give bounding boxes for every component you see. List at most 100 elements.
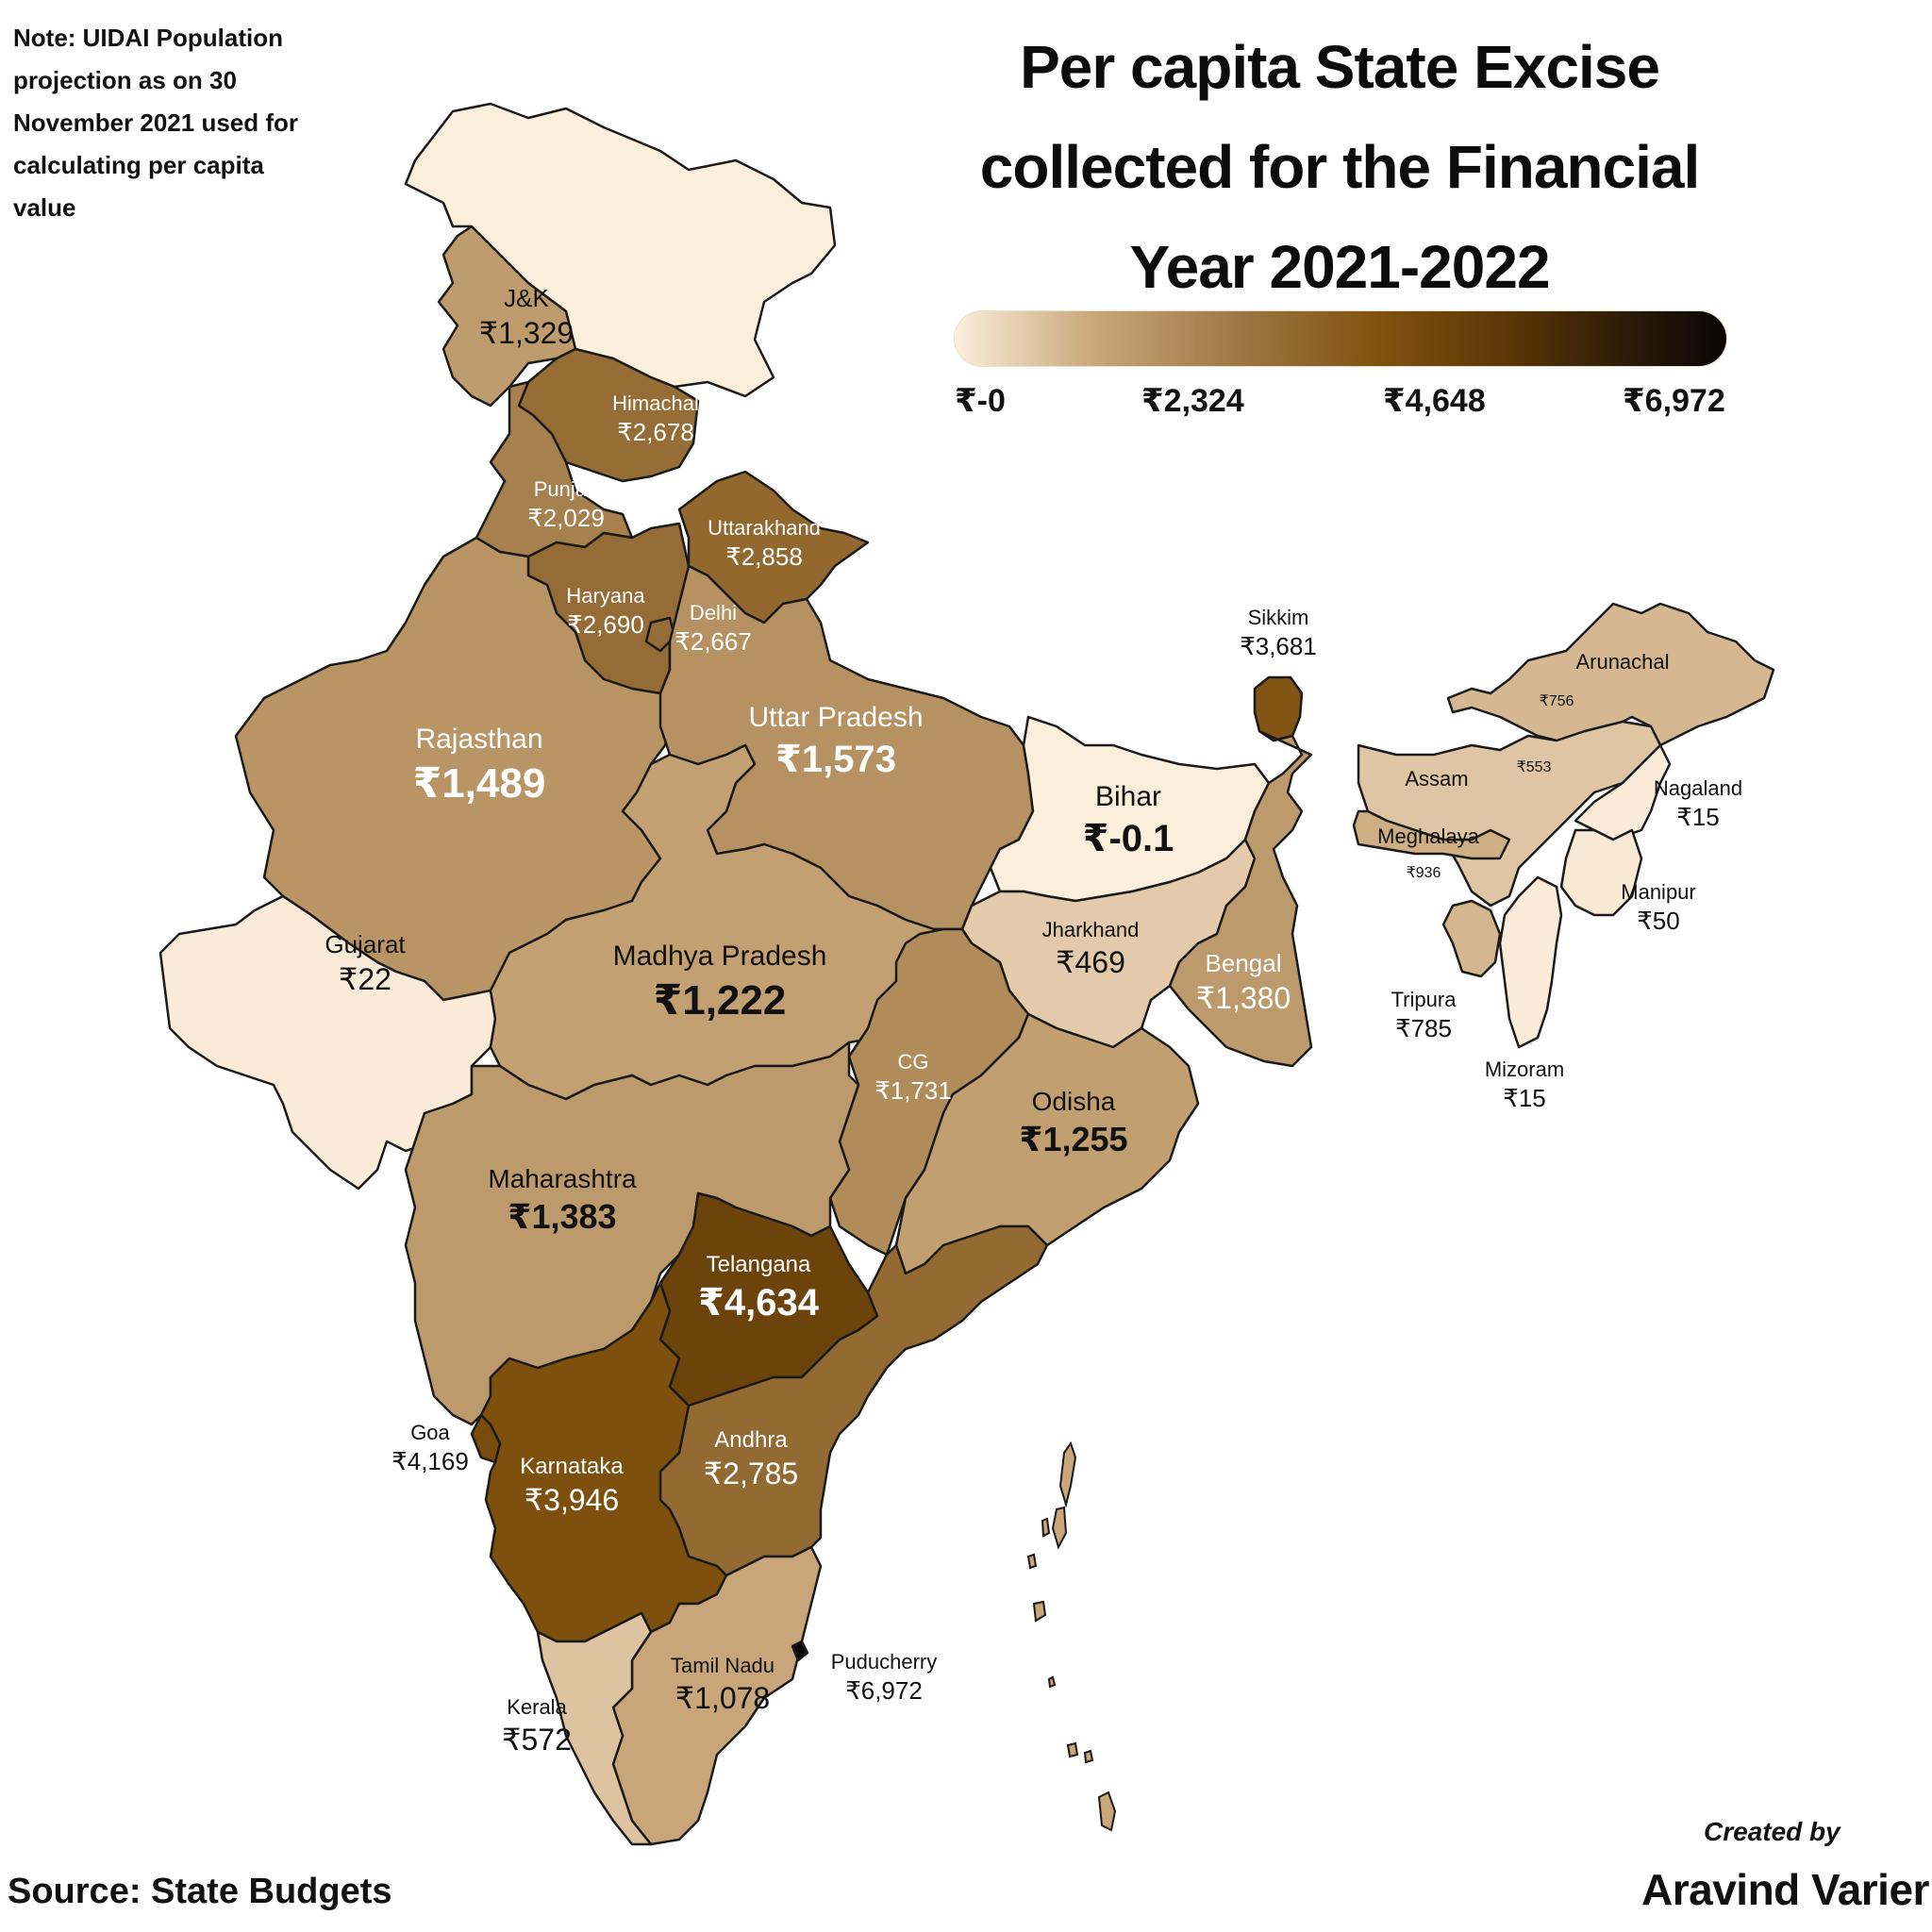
label-karnataka-value: ₹3,946 (524, 1483, 620, 1517)
label-gujarat-value: ₹22 (339, 961, 391, 996)
label-goa: Goa ₹4,169 (391, 1420, 469, 1476)
label-maharashtra-value: ₹1,383 (508, 1197, 617, 1236)
label-tn: Tamil Nadu ₹1,078 (671, 1653, 774, 1717)
label-assam-name: Assam (1405, 767, 1469, 791)
region-mizoram (1498, 875, 1563, 1049)
legend-tick-1: ₹2,324 (1141, 383, 1244, 419)
region-tripura (1441, 899, 1502, 978)
credit-created-by: Created by (1704, 1817, 1840, 1846)
label-delhi-value: ₹2,667 (675, 626, 752, 656)
label-bihar-name: Bihar (1094, 781, 1162, 812)
region-nagaland (1574, 743, 1672, 841)
legend-tick-3: ₹6,972 (1623, 383, 1725, 419)
label-cg: CG ₹1,731 (874, 1049, 952, 1106)
label-mp: Madhya Pradesh ₹1,222 (613, 939, 827, 1026)
region-delhi (644, 616, 676, 653)
label-jk-value: ₹1,329 (478, 315, 575, 350)
population-note: Note: UIDAI Population projection as on … (13, 24, 299, 222)
label-jk: J&K ₹1,329 (479, 283, 574, 352)
label-meghalaya: Meghalaya (1377, 824, 1479, 850)
label-maharashtra-name: Maharashtra (488, 1164, 637, 1193)
label-jharkhand-name: Jharkhand (1041, 918, 1140, 941)
label-andhra-value: ₹2,785 (703, 1457, 799, 1491)
label-up-name: Uttar Pradesh (748, 702, 924, 733)
label-kerala-value: ₹572 (502, 1722, 572, 1757)
label-cg-name: CG (897, 1050, 929, 1074)
label-arunachal-value: ₹756 (1539, 693, 1574, 709)
label-mp-name: Madhya Pradesh (612, 941, 827, 972)
label-andhra: Andhra ₹2,785 (704, 1426, 798, 1492)
label-jharkhand-value: ₹469 (1056, 944, 1125, 979)
label-bengal-value: ₹1,380 (1195, 980, 1291, 1015)
source-text: Source: State Budgets (8, 1872, 392, 1911)
region-bengal (1168, 729, 1313, 1068)
label-tripura-name: Tripura (1391, 988, 1457, 1011)
region-arunachal (1446, 602, 1775, 747)
region-jk (437, 225, 577, 408)
label-goa-name: Goa (410, 1421, 450, 1444)
region-manipur (1559, 828, 1643, 917)
label-meghalaya-name: Meghalaya (1377, 824, 1479, 848)
label-delhi: Delhi ₹2,667 (675, 600, 752, 657)
label-uttarakhand-name: Uttarakhand (708, 516, 821, 540)
label-himachal: Himachal ₹2,678 (612, 391, 699, 447)
label-karnataka: Karnataka ₹3,946 (520, 1453, 623, 1519)
region-puducherry (791, 1640, 809, 1662)
label-sikkim-name: Sikkim (1247, 606, 1309, 629)
region-meghalaya (1352, 809, 1511, 860)
label-sikkim: Sikkim ₹3,681 (1240, 605, 1317, 661)
label-bihar: Bihar ₹-0.1 (1083, 779, 1174, 862)
label-jharkhand: Jharkhand ₹469 (1042, 917, 1140, 981)
label-delhi-name: Delhi (689, 601, 738, 625)
label-kerala-name: Kerala (507, 1695, 567, 1719)
label-punjab: Punjab ₹2,029 (527, 476, 605, 533)
label-gujarat-name: Gujarat (325, 930, 406, 958)
label-meghalaya-value: ₹936 (1406, 865, 1441, 881)
label-andhra-name: Andhra (714, 1427, 788, 1453)
label-himachal-value: ₹2,678 (617, 417, 694, 446)
label-tripura-value: ₹785 (1395, 1013, 1452, 1042)
region-andhra (658, 1224, 1049, 1577)
label-odisha-name: Odisha (1031, 1087, 1116, 1116)
label-up-value: ₹1,573 (775, 738, 896, 780)
label-bengal-name: Bengal (1205, 949, 1282, 977)
region-sikkim (1253, 675, 1304, 742)
label-rajasthan-name: Rajasthan (415, 724, 543, 755)
label-bihar-value: ₹-0.1 (1082, 817, 1174, 859)
label-haryana-value: ₹2,690 (567, 609, 644, 639)
legend-tick-2: ₹4,648 (1383, 383, 1486, 419)
legend-tick-0: ₹-0 (955, 383, 1006, 419)
label-haryana: Haryana ₹2,690 (566, 583, 644, 640)
label-mizoram: Mizoram ₹15 (1485, 1057, 1564, 1113)
region-gujarat (158, 894, 497, 1191)
label-puducherry: Puducherry ₹6,972 (831, 1649, 938, 1706)
andaman-nicobar-islands (1026, 1441, 1117, 1832)
label-jk-name: J&K (504, 284, 549, 312)
map-title: Per capita State Excise collected for th… (979, 33, 1701, 301)
label-puducherry-name: Puducherry (830, 1650, 938, 1674)
label-manipur: Manipur ₹50 (1621, 879, 1695, 936)
label-telangana-name: Telangana (706, 1252, 811, 1277)
label-rajasthan: Rajasthan ₹1,489 (413, 722, 546, 809)
label-odisha: Odisha ₹1,255 (1019, 1085, 1127, 1160)
label-up: Uttar Pradesh ₹1,573 (748, 700, 923, 783)
label-haryana-name: Haryana (566, 584, 645, 608)
credit-author: Aravind Varier (1641, 1865, 1929, 1914)
label-kerala: Kerala ₹572 (502, 1694, 572, 1758)
label-maharashtra: Maharashtra ₹1,383 (488, 1162, 636, 1238)
label-sikkim-value: ₹3,681 (1240, 631, 1317, 660)
label-rajasthan-value: ₹1,489 (412, 759, 546, 807)
label-nagaland-name: Nagaland (1653, 776, 1743, 800)
label-telangana: Telangana ₹4,634 (698, 1251, 819, 1326)
label-assam-value: ₹553 (1516, 759, 1552, 775)
label-mizoram-value: ₹15 (1503, 1083, 1546, 1112)
label-telangana-value: ₹4,634 (698, 1282, 819, 1324)
label-cg-value: ₹1,731 (874, 1075, 952, 1105)
label-nagaland: Nagaland ₹15 (1654, 775, 1742, 832)
label-gujarat: Gujarat ₹22 (325, 929, 405, 998)
label-nagaland-value: ₹15 (1676, 802, 1720, 831)
label-mizoram-name: Mizoram (1484, 1058, 1565, 1081)
label-uttarakhand: Uttarakhand ₹2,858 (708, 515, 821, 572)
label-odisha-value: ₹1,255 (1019, 1120, 1128, 1158)
